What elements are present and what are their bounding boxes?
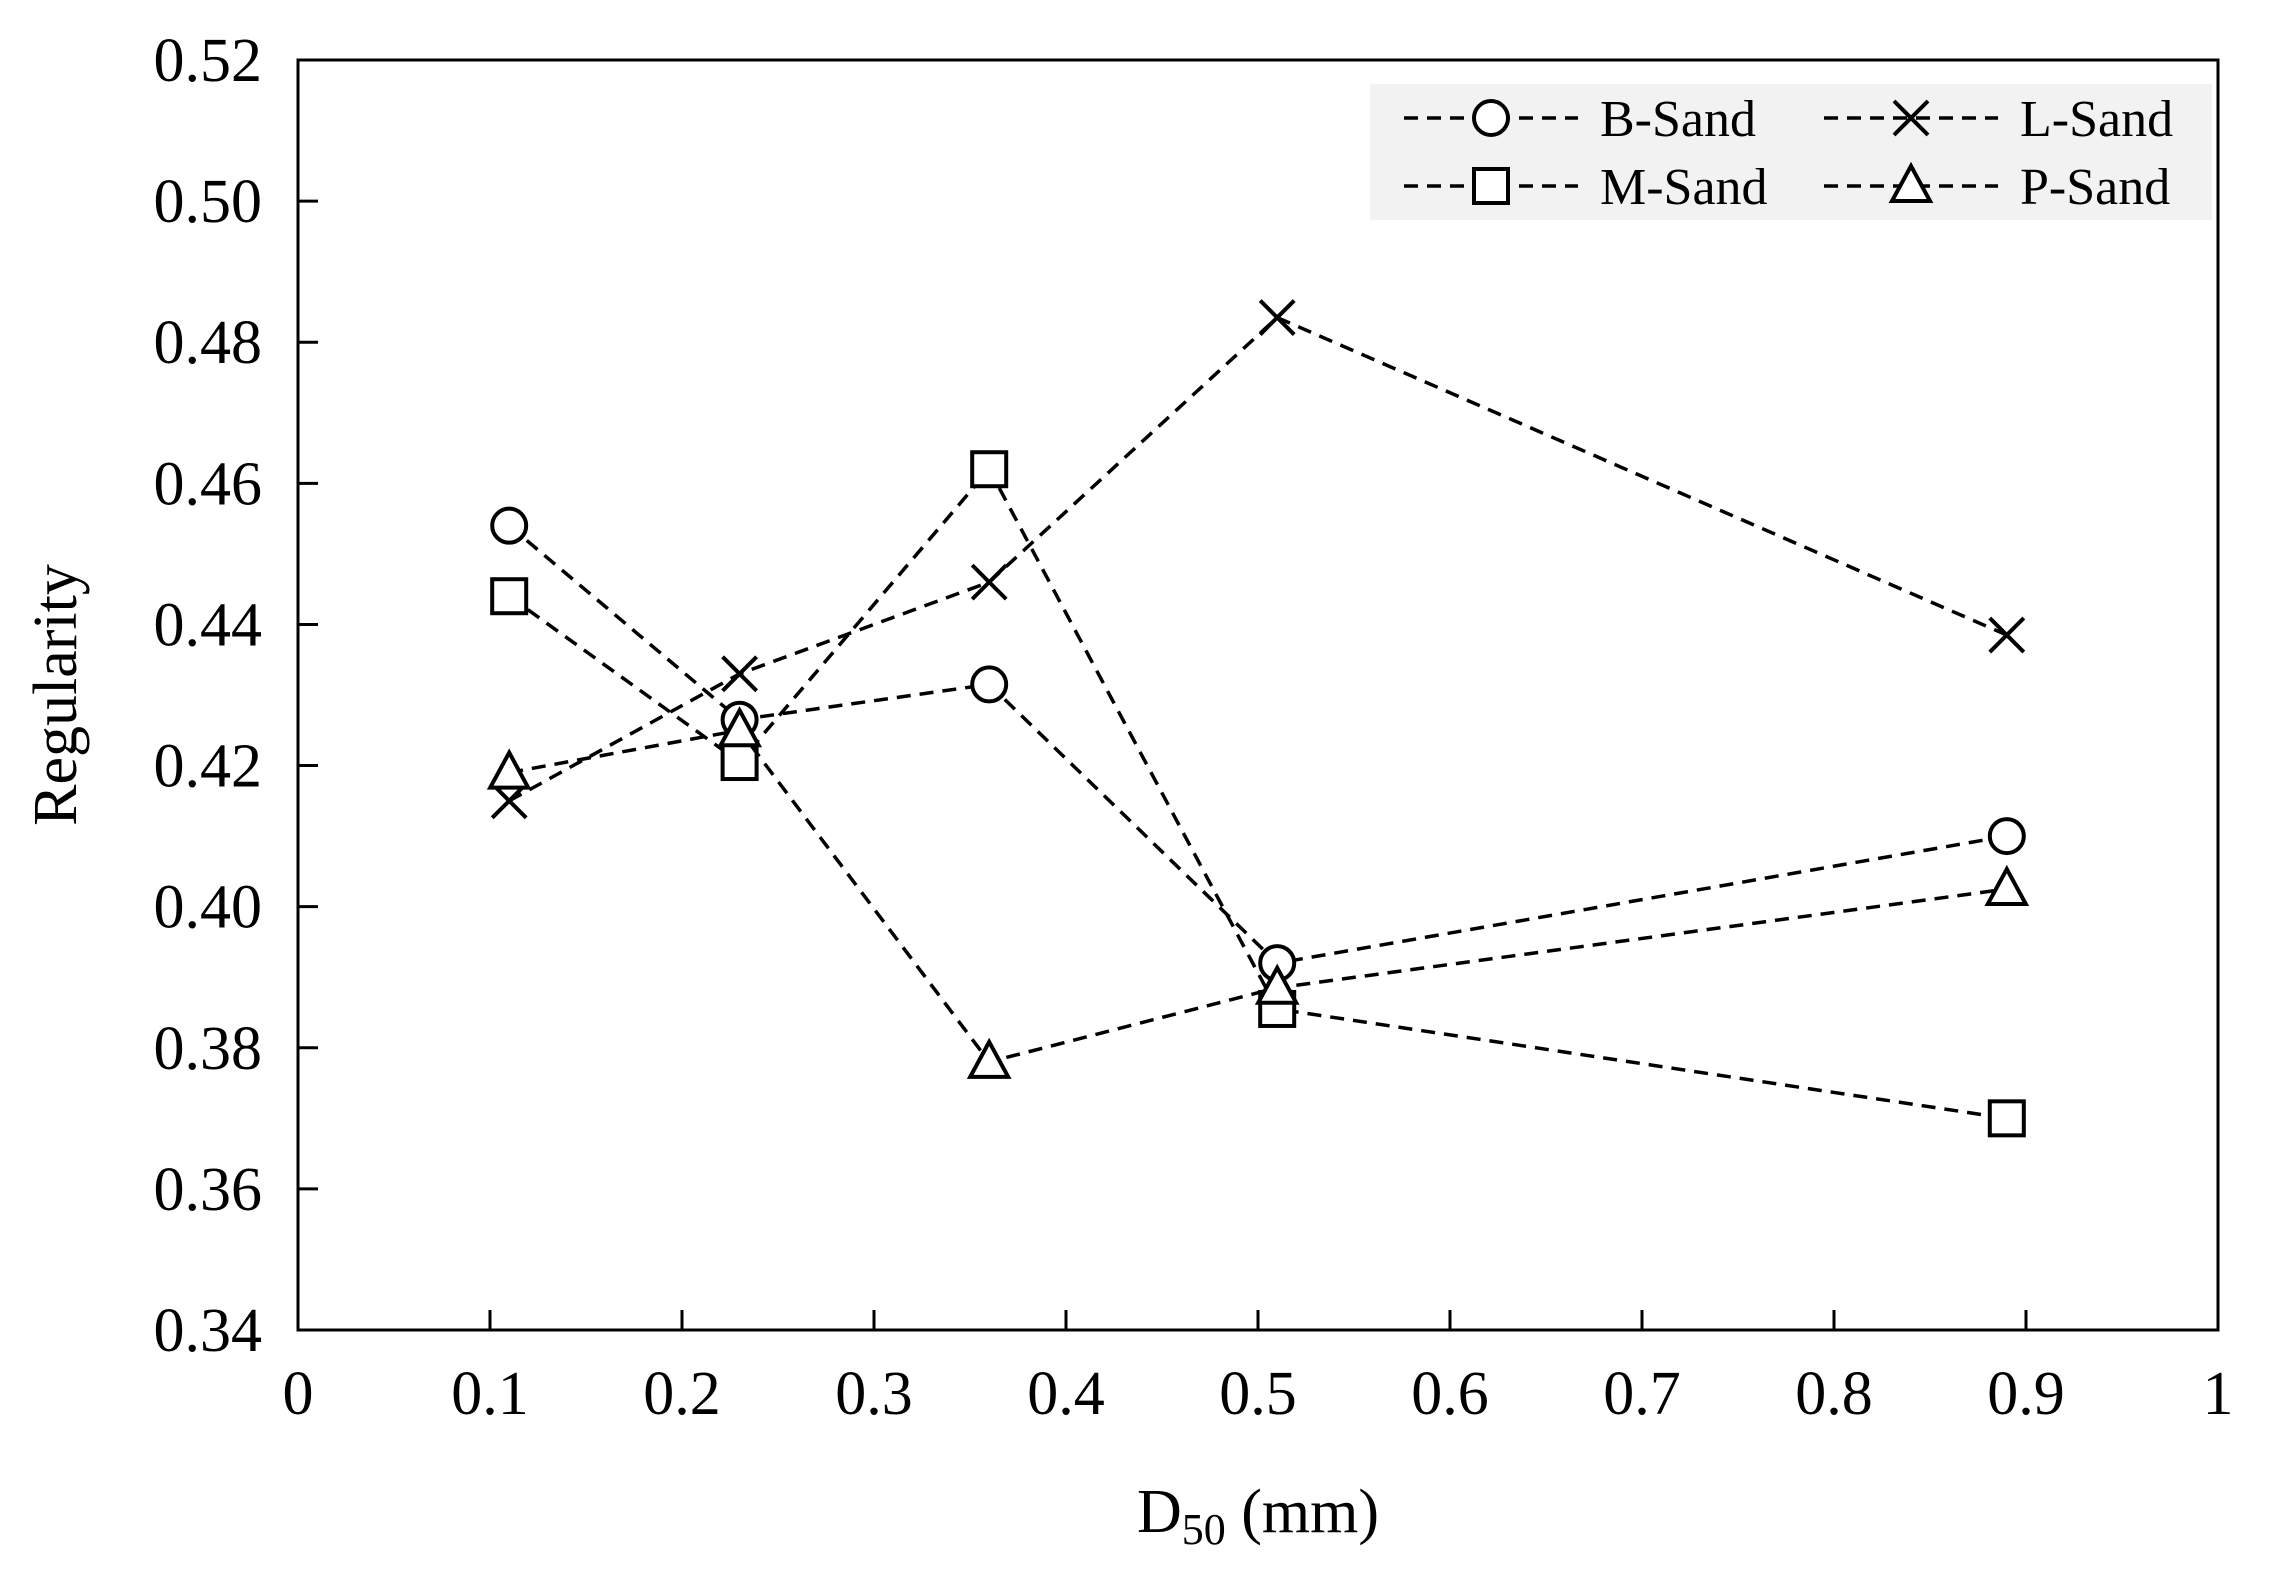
legend-marker [1888, 161, 1934, 203]
legend-item-l-sand: L-Sand [1824, 91, 2173, 148]
y-tick-label: 0.36 [154, 1156, 263, 1224]
data-point-b-sand [1987, 817, 2026, 856]
data-point-l-sand [970, 563, 1008, 601]
legend-marker [1472, 167, 1510, 205]
data-point-b-sand [490, 506, 529, 545]
x-tick-label: 0.4 [1027, 1360, 1105, 1428]
legend-box [1370, 84, 2212, 220]
plot-frame [296, 58, 2220, 1332]
legend-item-m-sand: M-Sand [1404, 159, 1768, 216]
data-point-l-sand [1258, 299, 1296, 336]
y-tick-label: 0.44 [154, 591, 263, 659]
y-tick-label: 0.50 [154, 168, 263, 236]
y-tick-label: 0.38 [154, 1015, 263, 1083]
legend-item-b-sand: B-Sand [1404, 91, 1756, 148]
legend-label: B-Sand [1600, 91, 1756, 148]
x-tick-label: 0.1 [451, 1360, 529, 1428]
x-axis-title-main: D [1137, 1478, 1182, 1546]
legend-marker [1472, 99, 1510, 137]
x-axis-title-unit: (mm) [1226, 1478, 1379, 1546]
ticks-layer: 0 0.1 0.2 0.3 0.4 0.5 0.6 0.7 0.8 0.9 1 0.34 0.36 0.3… [154, 27, 2234, 1428]
legend-label: P-Sand [2020, 159, 2170, 216]
x-axis-title-subscript: 50 [1182, 1505, 1226, 1554]
data-point-m-sand [490, 577, 529, 616]
legend: B-Sand L-Sand M-Sand P-Sand [1370, 84, 2212, 220]
legend-label: L-Sand [2020, 91, 2173, 148]
x-axis-title: D50 (mm) [1137, 1478, 1379, 1554]
y-tick-label: 0.42 [154, 733, 263, 801]
data-point-p-sand [717, 706, 762, 748]
y-tick-label: 0.52 [154, 27, 263, 95]
data-point-p-sand [1984, 864, 2030, 907]
x-tick-label: 0.2 [643, 1360, 721, 1428]
legend-item-p-sand: P-Sand [1824, 159, 2170, 216]
x-tick-label: 0.7 [1603, 1360, 1681, 1428]
y-tick-label: 0.48 [154, 309, 263, 377]
x-tick-label: 0.8 [1795, 1360, 1873, 1428]
legend-marker [1892, 99, 1930, 137]
data-point-l-sand [721, 655, 759, 693]
x-tick-label: 0.3 [835, 1360, 913, 1428]
x-tick-label: 1 [2203, 1360, 2234, 1428]
x-tick-label: 0.9 [1987, 1360, 2065, 1428]
data-point-m-sand [720, 743, 759, 782]
y-tick-label: 0.40 [154, 874, 263, 942]
data-point-p-sand [486, 748, 532, 790]
data-point-m-sand [1987, 1099, 2026, 1138]
x-tick-label: 0.5 [1219, 1360, 1297, 1428]
series-layer [486, 299, 2030, 1138]
x-tick-label: 0 [283, 1360, 314, 1428]
legend-label: M-Sand [1600, 159, 1768, 216]
data-point-b-sand [970, 665, 1009, 704]
series-p-sand [486, 706, 2030, 1079]
y-axis-title: Regularity [22, 564, 90, 826]
data-point-l-sand [1988, 616, 2026, 654]
y-tick-label: 0.46 [154, 450, 263, 518]
data-point-m-sand [970, 450, 1009, 489]
x-tick-label: 0.6 [1411, 1360, 1489, 1428]
data-point-p-sand [966, 1037, 1012, 1079]
data-point-p-sand [1254, 963, 1300, 1005]
y-tick-label: 0.34 [154, 1297, 263, 1365]
